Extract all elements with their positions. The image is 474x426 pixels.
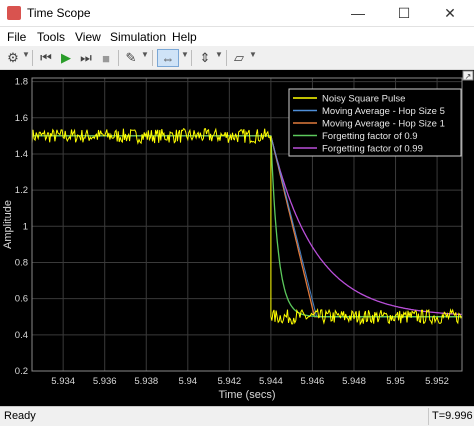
app-icon <box>7 6 21 20</box>
legend-label: Moving Average - Hop Size 1 <box>322 119 445 130</box>
y-tick-label: 1.2 <box>15 185 28 196</box>
zoom-icon[interactable]: ⇔ <box>157 49 179 67</box>
y-tick-label: 1.6 <box>15 113 28 124</box>
x-tick-label: 5.938 <box>134 376 158 387</box>
menu-view[interactable]: View <box>75 30 101 44</box>
title-bar: Time Scope — ☐ ✕ <box>0 0 474 27</box>
status-bar: Ready T=9.996 <box>0 406 474 426</box>
toolbar: ⚙ ▼ ⏮ ▶ ⏭ ■ ✎ ▼ ⇔ ▼ ⇕ ▼ ▱ ▼ <box>0 46 474 70</box>
y-tick-label: 1 <box>23 221 28 232</box>
y-axis-label: Amplitude <box>2 200 14 249</box>
y-tick-label: 0.2 <box>15 366 28 377</box>
window-title: Time Scope <box>27 6 91 20</box>
menu-simulation[interactable]: Simulation <box>110 30 167 44</box>
menu-file[interactable]: File <box>7 30 27 44</box>
menu-tools[interactable]: Tools <box>37 30 66 44</box>
axes-box <box>31 77 463 372</box>
x-tick-label: 5.934 <box>51 376 75 387</box>
chevron-down-icon[interactable]: ▼ <box>141 50 149 59</box>
series-noisy-square-pulse <box>31 127 463 326</box>
legend-box <box>288 88 462 157</box>
chevron-down-icon[interactable]: ▼ <box>215 50 223 59</box>
maximize-button[interactable]: ☐ <box>397 5 411 21</box>
measurements-icon[interactable]: ▱ <box>234 50 244 65</box>
y-tick-label: 1.4 <box>15 149 28 160</box>
toolbar-separator <box>152 50 153 66</box>
x-tick-label: 5.95 <box>386 376 405 387</box>
scope-display[interactable]: 5.934 5.936 5.938 5.94 5.942 5.944 5.946 5.948 5… <box>0 70 474 406</box>
toolbar-separator <box>226 50 227 66</box>
toolbar-separator <box>191 50 192 66</box>
status-text: Ready <box>4 410 36 422</box>
x-tick-label: 5.948 <box>342 376 366 387</box>
legend-label: Moving Average - Hop Size 5 <box>322 106 445 117</box>
x-tick-label: 5.944 <box>259 376 283 387</box>
chevron-down-icon[interactable]: ▼ <box>22 50 30 59</box>
signal-lines <box>31 127 463 326</box>
x-axis-label: Time (secs) <box>218 389 275 401</box>
menu-bar: File Tools View Simulation Help <box>0 27 474 46</box>
highlight-icon[interactable]: ✎ <box>125 50 137 65</box>
stop-icon[interactable]: ■ <box>102 50 110 66</box>
toolbar-separator <box>118 50 119 66</box>
toolbar-separator <box>32 50 33 66</box>
y-tick-label: 0.4 <box>15 330 28 341</box>
step-back-icon[interactable]: ⏮ <box>40 50 52 65</box>
legend-label: Forgetting factor of 0.9 <box>322 131 418 142</box>
y-tick-label: 1.8 <box>15 77 28 88</box>
scope-plot[interactable]: 5.934 5.936 5.938 5.94 5.942 5.944 5.946 5.948 5… <box>0 70 474 406</box>
chevron-down-icon[interactable]: ▼ <box>181 50 189 59</box>
y-tick-label: 0.8 <box>15 257 28 268</box>
y-tick-label: 0.6 <box>15 294 28 305</box>
legend-label: Noisy Square Pulse <box>322 94 405 105</box>
undock-icon[interactable]: ↗ <box>462 70 474 81</box>
x-tick-label: 5.936 <box>93 376 117 387</box>
menu-help[interactable]: Help <box>172 30 197 44</box>
series-forgetting-0-99 <box>32 135 463 316</box>
run-icon[interactable]: ▶ <box>61 50 71 65</box>
svg-text:↗: ↗ <box>465 72 472 81</box>
legend-label: Forgetting factor of 0.99 <box>322 144 423 155</box>
x-tick-label: 5.946 <box>301 376 325 387</box>
x-tick-label: 5.952 <box>425 376 449 387</box>
x-tick-label: 5.942 <box>217 376 241 387</box>
x-tick-label: 5.94 <box>179 376 198 387</box>
ticks: 5.934 5.936 5.938 5.94 5.942 5.944 5.946 5.948 5… <box>15 77 449 387</box>
chevron-down-icon[interactable]: ▼ <box>249 50 257 59</box>
close-button[interactable]: ✕ <box>444 5 456 21</box>
step-forward-icon[interactable]: ⏭ <box>80 50 92 65</box>
simulation-time: T=9.996 <box>428 408 474 425</box>
minimize-button[interactable]: — <box>351 5 365 21</box>
scale-icon[interactable]: ⇕ <box>199 50 211 65</box>
settings-icon[interactable]: ⚙ <box>7 50 19 65</box>
